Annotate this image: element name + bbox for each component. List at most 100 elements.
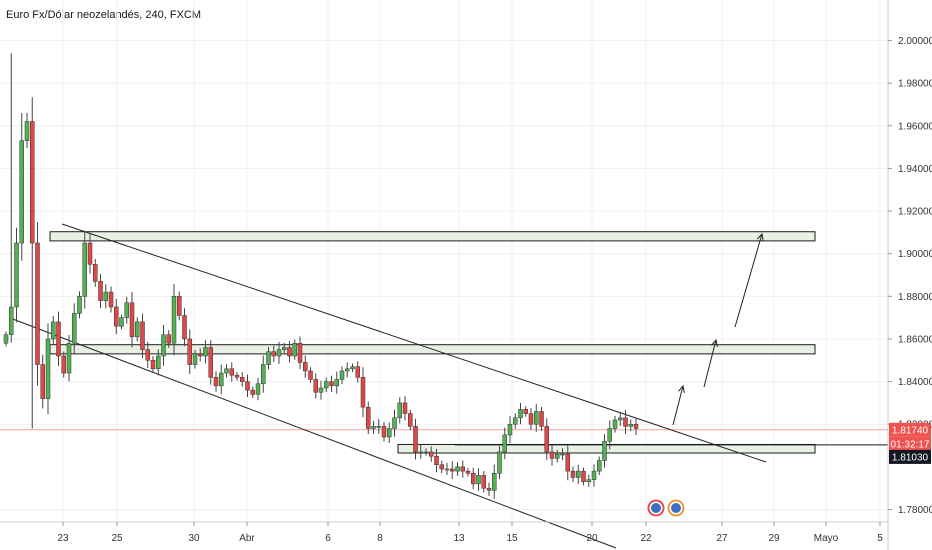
candle-body: [282, 347, 287, 350]
event-marker-flag-icon: [671, 503, 681, 513]
candle-body: [539, 411, 544, 427]
candle-body: [182, 315, 187, 340]
candle-body: [219, 372, 224, 387]
candle-body: [213, 377, 219, 387]
price-tick-label: 1.86000: [898, 334, 932, 345]
price-tick-label: 1.88000: [898, 292, 932, 303]
candle-body: [177, 296, 182, 316]
candle-body: [114, 306, 119, 327]
candle-body: [576, 470, 581, 478]
projection-arrow-head: [678, 384, 685, 393]
price-tick-label: 1.98000: [898, 79, 932, 90]
candle-body: [402, 402, 408, 414]
candle-body: [597, 460, 602, 472]
candle-body: [492, 473, 497, 491]
candle-body: [266, 351, 271, 365]
candle-body: [560, 453, 565, 456]
candle-body: [534, 411, 539, 425]
candle-body: [224, 368, 229, 374]
candle-body: [350, 366, 355, 370]
candle-body: [313, 379, 318, 393]
candle-body: [429, 451, 434, 457]
candle-body: [602, 441, 607, 461]
candle-body: [287, 347, 292, 357]
candle-body: [434, 455, 439, 465]
candle-body: [318, 387, 324, 393]
candle-body: [145, 349, 150, 361]
candle-body: [119, 317, 124, 327]
candle-body: [261, 364, 266, 384]
candle-body: [591, 470, 597, 480]
candle-body: [150, 360, 156, 370]
candle-body: [581, 470, 586, 483]
candle-body: [387, 428, 392, 438]
price-axis: 2.00000 1.98000 1.96000 1.94000 1.92000 1.900…: [887, 0, 932, 550]
candle-body: [187, 338, 192, 365]
candle-body: [9, 306, 14, 335]
candle-body: [612, 419, 618, 429]
candle-body: [250, 389, 255, 395]
candle-body: [544, 426, 549, 453]
candle-body: [381, 426, 387, 438]
candle-body: [633, 423, 639, 429]
price-tick-label: 2.00000: [898, 36, 932, 47]
channel-lower-line: [9, 317, 617, 549]
time-tick-label: 23: [57, 533, 69, 544]
channel-upper-line: [61, 223, 767, 463]
time-tick-label: Abr: [239, 533, 255, 544]
candle-body: [329, 381, 334, 387]
candle-body: [502, 434, 507, 453]
candle-body: [486, 487, 492, 491]
candle-body: [40, 364, 45, 399]
projection-arrow-head: [711, 338, 718, 347]
time-tick-label: 15: [506, 533, 518, 544]
projection-arrow-line: [734, 233, 763, 328]
candle-body: [103, 291, 108, 301]
candle-body: [360, 377, 366, 408]
time-tick-label: Mayo: [814, 533, 839, 544]
candle-body: [528, 413, 534, 425]
time-tick-label: 25: [111, 533, 123, 544]
candle-body: [481, 475, 486, 489]
price-tick-label: 1.78000: [898, 505, 932, 516]
candle-body: [72, 313, 77, 344]
event-marker-flag-icon: [651, 503, 661, 513]
candle-body: [198, 353, 203, 357]
price-tick-label: 1.94000: [898, 164, 932, 175]
candle-body: [455, 466, 460, 472]
grid: [0, 0, 888, 522]
candle-body: [497, 451, 502, 474]
candle-body: [628, 423, 633, 427]
candle-body: [366, 406, 371, 429]
candle-body: [61, 355, 66, 374]
price-badges: 1.81740 01:32:17 1.81030: [889, 422, 931, 464]
level-price-label: 1.81030: [892, 452, 929, 463]
candle-body: [19, 140, 24, 244]
candle-body: [476, 475, 481, 485]
projection-arrows: [672, 232, 764, 426]
candle-body: [45, 338, 51, 399]
candle-body: [513, 417, 518, 425]
candle-body: [87, 242, 93, 265]
candle-body: [171, 296, 177, 344]
countdown-label: 01:32:17: [891, 439, 930, 450]
current-price-label: 1.81740: [892, 425, 929, 436]
projection-arrow-line: [703, 339, 717, 388]
time-tick-label: 13: [453, 533, 465, 544]
candle-body: [465, 470, 471, 474]
candle-body: [24, 121, 30, 141]
candle-body: [14, 242, 19, 308]
candle-body: [161, 334, 166, 357]
candle-body: [255, 383, 261, 395]
candle-body: [297, 342, 303, 363]
candle-body: [303, 362, 308, 372]
candle-body: [507, 423, 513, 436]
candles: [3, 53, 639, 499]
candle-body: [423, 451, 429, 454]
candle-body: [66, 342, 72, 374]
chart-title: Euro Fx/Dólar neozelandés, 240, FXCM: [6, 9, 202, 21]
candle-body: [460, 466, 465, 472]
candle-body: [240, 377, 245, 382]
time-tick-label: 27: [716, 533, 728, 544]
